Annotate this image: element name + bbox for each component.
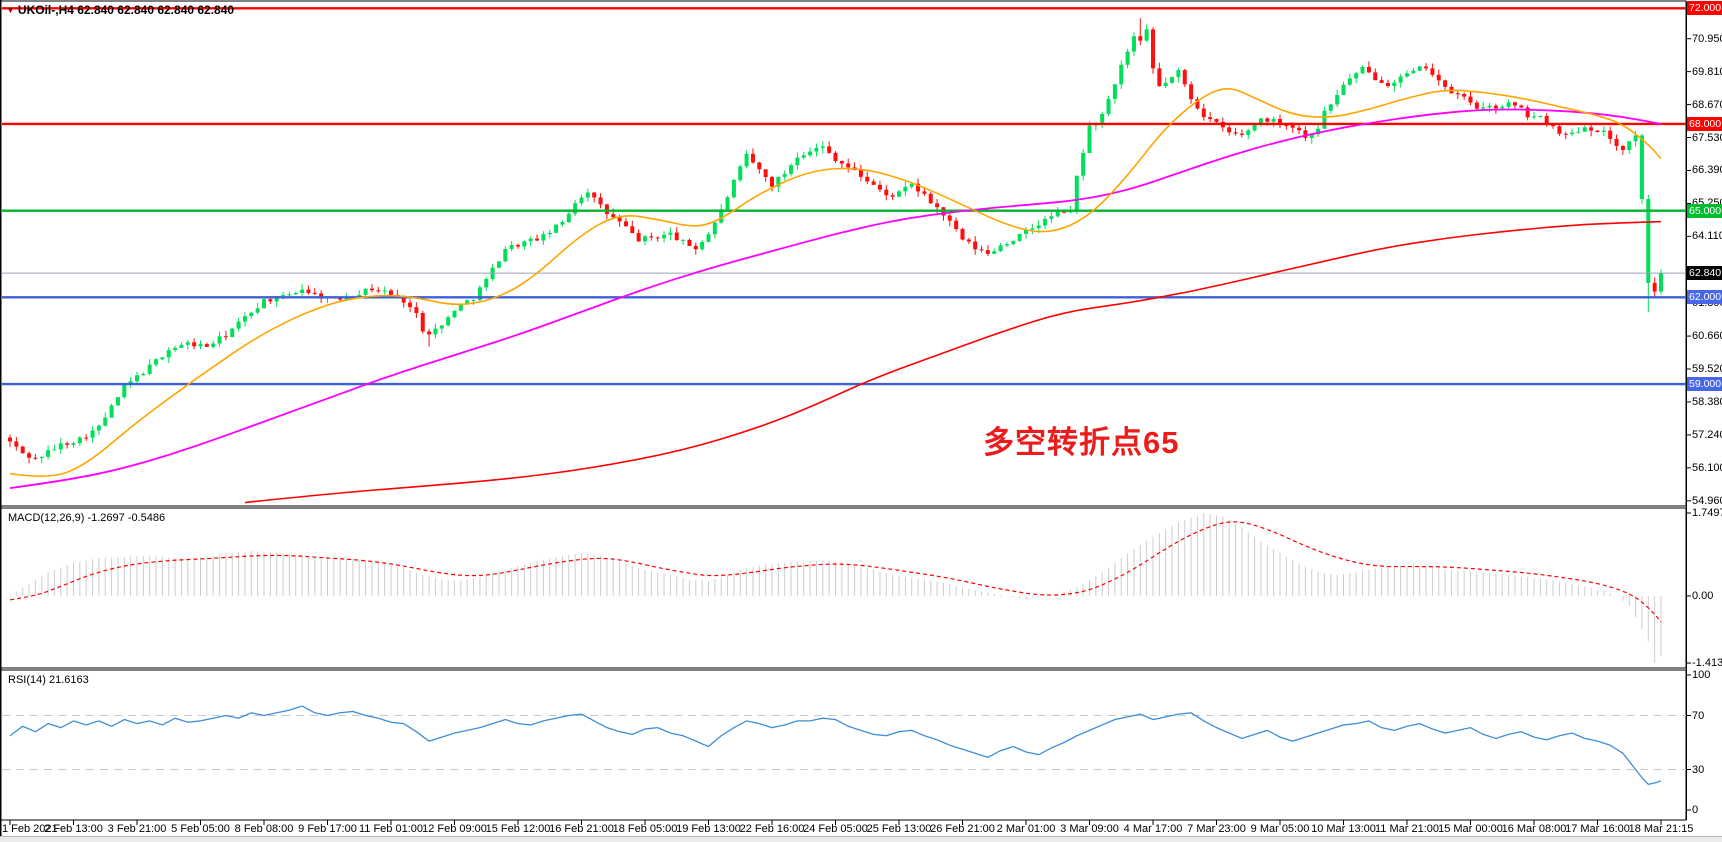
ma-mid-magenta [9,108,1662,489]
price-badge-72.000: 72.000 [1687,1,1722,16]
time-label-21: 10 Mar 13:00 [1311,823,1376,835]
time-label-6: 11 Feb 01:00 [358,823,423,835]
price-tick-59.520: 59.520 [1692,363,1722,376]
time-label-18: 4 Mar 17:00 [1123,823,1183,835]
price-tick-60.660: 60.660 [1692,330,1722,343]
time-label-4: 8 Feb 08:00 [234,823,294,835]
symbol-title: ▼ UKOil-,H4 62.840 62.840 62.840 62.840 [6,3,234,17]
rsi-indicator-label: RSI(14) 21.6163 [8,674,89,686]
current-price-badge: 62.840 [1687,266,1722,281]
price-tick-54.960: 54.960 [1692,494,1722,507]
rsi-panel[interactable] [0,669,1687,821]
rsi-tick-100: 100 [1692,669,1711,681]
price-tick-67.530: 67.530 [1692,131,1722,144]
price-tick-69.810: 69.810 [1692,65,1722,78]
time-label-2: 3 Feb 21:00 [107,823,167,835]
status-strip [0,836,1722,842]
price-tick-57.240: 57.240 [1692,428,1722,441]
time-label-19: 7 Mar 23:00 [1187,823,1246,835]
main-chart-panel[interactable] [0,0,1687,507]
time-label-12: 22 Feb 16:00 [739,823,805,835]
time-label-22: 11 Mar 21:00 [1374,823,1439,835]
chart-annotation-text: 多空转折点65 [983,425,1180,460]
rsi-tick-0: 0 [1692,804,1699,816]
symbol-marker-icon: ▼ [6,5,15,15]
time-label-25: 17 Mar 16:00 [1565,823,1630,835]
macd-signal-line [9,521,1662,623]
macd-tick--1.4135: -1.4135 [1692,657,1722,670]
macd-panel[interactable] [0,507,1687,669]
ma-fast-orange [9,88,1662,477]
time-label-26: 18 Mar 21:15 [1628,823,1694,835]
time-label-20: 9 Mar 05:00 [1250,823,1310,835]
price-badge-65.000: 65.000 [1687,203,1722,218]
price-tick-64.110: 64.110 [1692,230,1722,243]
price-badge-68.000: 68.000 [1687,116,1722,131]
time-label-10: 18 Feb 05:00 [612,823,678,835]
time-label-23: 15 Mar 00:00 [1438,823,1503,835]
price-badge-62.000: 62.000 [1687,290,1722,305]
time-label-16: 2 Mar 01:00 [996,823,1056,835]
macd-tick-1.7497: 1.7497 [1692,506,1722,519]
rsi-tick-70: 70 [1692,709,1705,722]
price-tick-66.390: 66.390 [1692,164,1722,177]
time-label-5: 9 Feb 17:00 [298,823,357,835]
time-label-3: 5 Feb 05:00 [171,823,230,835]
time-label-7: 12 Feb 09:00 [422,823,487,835]
rsi-tick-30: 30 [1692,763,1705,776]
price-tick-68.670: 68.670 [1692,98,1722,111]
candles-layer [8,18,1663,464]
time-label-8: 15 Feb 12:00 [485,823,551,835]
time-label-14: 25 Feb 13:00 [866,823,932,835]
price-badge-59.000: 59.000 [1687,377,1722,392]
time-label-0: 1 Feb 2021 [2,823,58,835]
macd-tick-0.00: 0.00 [1692,590,1714,602]
ma-slow-red [244,220,1662,504]
time-label-24: 16 Mar 08:00 [1501,823,1567,835]
price-tick-56.100: 56.100 [1692,461,1722,474]
time-label-11: 19 Feb 13:00 [676,823,741,835]
time-label-17: 3 Mar 09:00 [1060,823,1119,835]
time-label-13: 24 Feb 05:00 [803,823,868,835]
price-tick-70.950: 70.950 [1692,32,1722,45]
macd-histogram [9,512,1662,664]
time-label-1: 2 Feb 13:00 [44,823,103,835]
symbol-title-text: UKOil-,H4 62.840 62.840 62.840 62.840 [17,3,235,17]
price-tick-58.380: 58.380 [1692,395,1722,408]
time-label-9: 16 Feb 21:00 [549,823,614,835]
rsi-line [9,705,1662,786]
macd-indicator-label: MACD(12,26,9) -1.2697 -0.5486 [8,512,166,524]
time-label-15: 26 Feb 21:00 [930,823,995,835]
